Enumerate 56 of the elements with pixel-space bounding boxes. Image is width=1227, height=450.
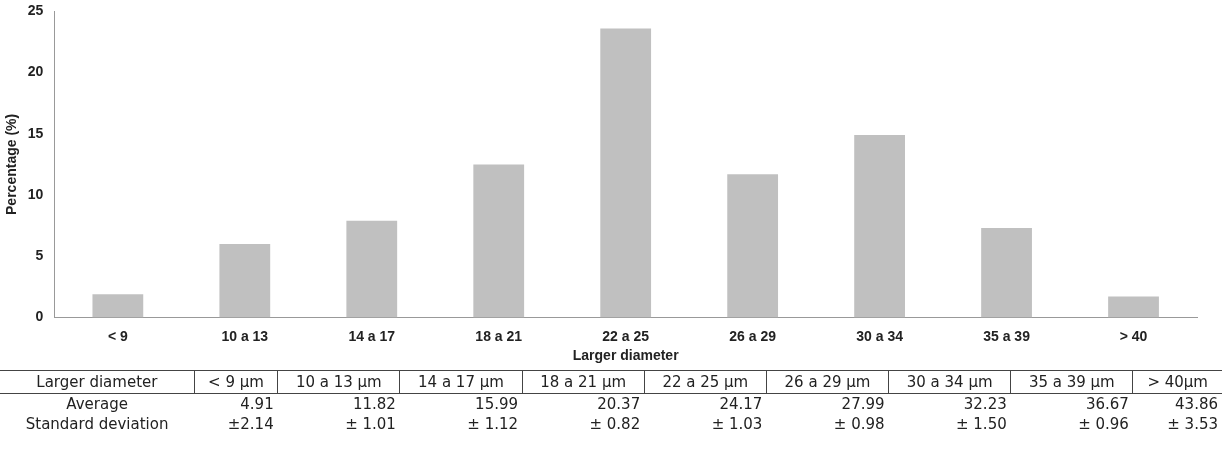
category-label: 35 a 39 µm: [1010, 370, 1133, 394]
bar: [219, 243, 271, 318]
bar: [600, 28, 652, 318]
data-label: 43.86: [1174, 394, 1219, 414]
data-label: 4.91: [239, 394, 275, 414]
bar: [1108, 296, 1159, 318]
x-tick-label: 22 a 25: [602, 327, 650, 344]
data-label: 27.99: [840, 394, 886, 414]
text: Larger diameter: [0, 370, 195, 394]
x-axis-title: Larger diameter: [572, 347, 680, 364]
data-label: 20.37: [596, 394, 642, 414]
data-label: 15.99: [474, 394, 520, 414]
category-label: 30 a 34 µm: [888, 370, 1011, 394]
y-tick-label: 0: [35, 308, 44, 325]
x-tick-label: 18 a 21: [475, 327, 523, 344]
data-label: ± 1.03: [710, 414, 764, 434]
data-label: 11.82: [351, 394, 397, 414]
category-label: 10 a 13 µm: [277, 370, 400, 394]
y-tick-label: 15: [27, 124, 44, 141]
x-tick-label: < 9: [107, 327, 128, 344]
data-label: 32.23: [962, 394, 1008, 414]
y-tick-label: 10: [27, 185, 44, 202]
data-label: ± 1.12: [466, 414, 520, 434]
data-label: ±2.14: [226, 414, 275, 434]
bar: [727, 174, 779, 318]
category-label: < 9 µm: [194, 370, 278, 394]
data-label: ± 0.96: [1077, 414, 1130, 434]
category-label: 14 a 17 µm: [399, 370, 523, 394]
x-tick-label: > 40: [1119, 327, 1148, 344]
bar: [854, 135, 905, 318]
text: Average: [65, 394, 129, 414]
category-label: > 40µm: [1132, 370, 1222, 394]
category-label: 22 a 25 µm: [644, 370, 767, 394]
x-tick-label: 35 a 39: [983, 327, 1031, 344]
data-label: ± 0.82: [588, 414, 642, 434]
category-label: 26 a 29 µm: [766, 370, 889, 394]
x-tick-label: 14 a 17: [348, 327, 396, 344]
bar: [92, 294, 144, 318]
bar: [981, 228, 1032, 318]
data-label: ± 3.53: [1166, 414, 1219, 434]
data-label: 24.17: [718, 394, 764, 414]
data-label: ± 1.01: [344, 414, 397, 434]
bar: [473, 164, 525, 318]
category-label: 18 a 21 µm: [522, 370, 645, 394]
data-label: ± 1.50: [955, 414, 1008, 434]
text: Standard deviation: [24, 414, 170, 434]
x-tick-label: 30 a 34: [856, 327, 904, 344]
y-tick-label: 5: [35, 247, 44, 264]
y-tick-label: 25: [27, 2, 44, 19]
x-tick-label: 26 a 29: [729, 327, 777, 344]
bar: [346, 220, 398, 318]
y-axis-title: Percentage (%): [3, 113, 20, 215]
data-label: 36.67: [1084, 394, 1130, 414]
x-tick-label: 10 a 13: [221, 327, 269, 344]
y-tick-label: 20: [27, 63, 44, 80]
data-label: ± 0.98: [832, 414, 886, 434]
